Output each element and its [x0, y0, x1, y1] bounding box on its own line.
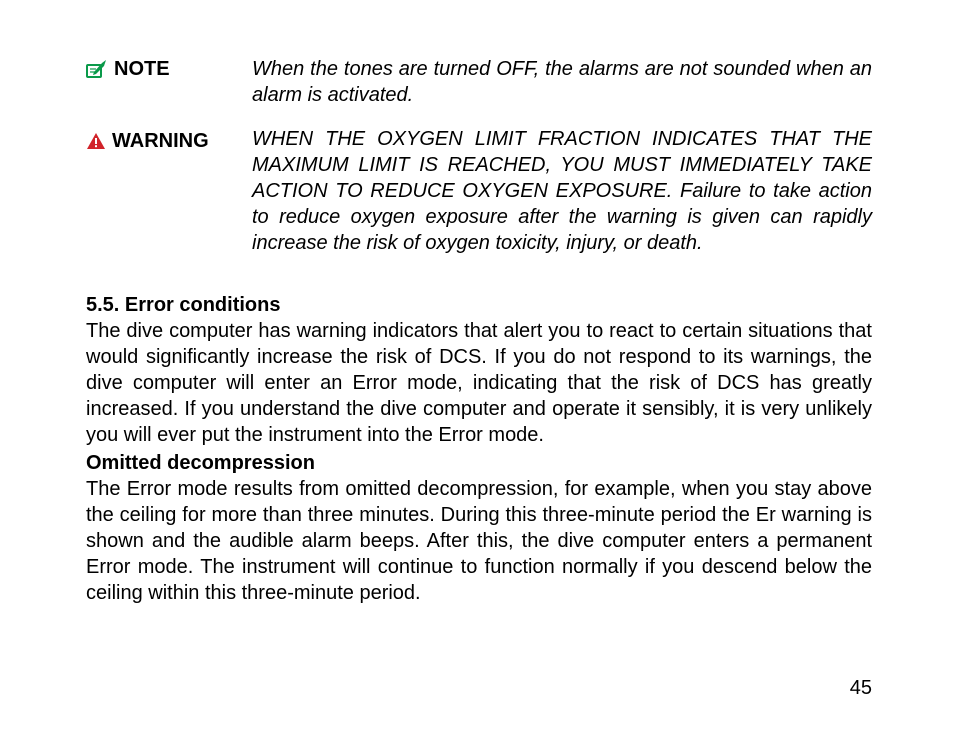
warning-body: WHEN THE OXYGEN LIMIT FRACTION INDICATES…	[252, 126, 872, 256]
section-para-2: The Error mode results from omitted deco…	[86, 476, 872, 606]
warning-callout: WARNING WHEN THE OXYGEN LIMIT FRACTION I…	[86, 126, 872, 256]
warning-label-text: WARNING	[112, 128, 209, 154]
note-callout: NOTE When the tones are turned OFF, the …	[86, 56, 872, 108]
document-page: NOTE When the tones are turned OFF, the …	[0, 0, 954, 756]
note-icon	[86, 60, 108, 78]
note-label: NOTE	[86, 56, 252, 82]
section-para-1: The dive computer has warning indicators…	[86, 318, 872, 448]
warning-icon	[86, 132, 106, 150]
note-body: When the tones are turned OFF, the alarm…	[252, 56, 872, 108]
page-number: 45	[850, 677, 872, 700]
section-subheading: Omitted decompression	[86, 450, 872, 476]
section-heading: 5.5. Error conditions	[86, 292, 872, 318]
note-label-text: NOTE	[114, 56, 170, 82]
warning-label: WARNING	[86, 126, 252, 154]
